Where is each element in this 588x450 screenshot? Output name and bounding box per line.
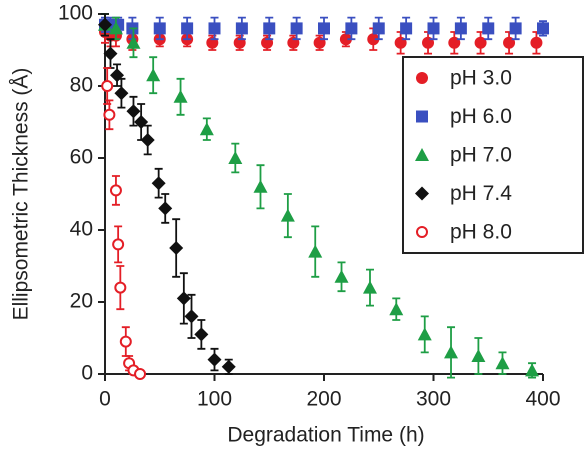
y-tick-label: 100: [58, 2, 93, 25]
point: [126, 104, 141, 119]
point: [208, 22, 221, 35]
y-axis-label: Ellipsometric Thickness (Å): [10, 68, 33, 321]
point: [290, 22, 303, 35]
x-tick-label: 0: [99, 388, 111, 411]
point: [181, 22, 194, 35]
point: [146, 68, 161, 82]
point: [112, 238, 125, 251]
point: [98, 17, 112, 32]
point: [119, 335, 132, 348]
point: [235, 22, 248, 35]
point: [221, 359, 236, 374]
point: [525, 363, 540, 377]
point: [134, 115, 149, 129]
point: [194, 327, 209, 342]
point: [339, 33, 352, 46]
x-tick-label: 300: [416, 388, 451, 411]
legend: pH 3.0 pH 6.0 pH 7.0 pH 7.4 pH 8.0: [402, 56, 584, 254]
point: [253, 179, 268, 193]
point: [495, 356, 510, 370]
point: [126, 35, 141, 49]
y-tick-label: 0: [81, 362, 93, 385]
point: [318, 22, 330, 35]
point: [199, 122, 214, 136]
point: [169, 241, 184, 255]
legend-box: [402, 56, 584, 254]
legend-marker: [416, 72, 428, 84]
point: [103, 46, 118, 61]
series: [101, 67, 147, 380]
legend-marker: [415, 148, 429, 161]
point: [140, 133, 155, 147]
legend-label: pH 6.0: [450, 105, 512, 128]
point: [114, 86, 129, 101]
point: [334, 269, 349, 283]
point: [207, 352, 222, 367]
series: [99, 16, 549, 41]
point: [372, 22, 385, 35]
point: [444, 345, 459, 359]
point: [417, 327, 432, 341]
legend-label: pH 7.0: [450, 144, 512, 167]
point: [176, 291, 191, 306]
x-tick-label: 400: [525, 388, 560, 411]
point: [530, 36, 543, 49]
point: [308, 244, 323, 258]
point: [537, 22, 549, 35]
point: [101, 80, 114, 92]
point: [454, 22, 467, 35]
point: [367, 33, 380, 46]
point: [173, 89, 188, 103]
point: [228, 151, 243, 164]
point: [158, 201, 173, 216]
legend-marker: [416, 110, 428, 123]
point: [108, 21, 123, 35]
y-tick-label: 60: [70, 146, 93, 169]
point: [103, 108, 116, 121]
x-tick-label: 200: [306, 388, 341, 411]
x-axis-label: Degradation Time (h): [227, 424, 424, 447]
point: [109, 184, 122, 197]
point: [114, 281, 127, 294]
point: [471, 349, 486, 362]
y-tick-label: 20: [70, 290, 93, 313]
point: [151, 176, 166, 191]
legend-marker: [416, 226, 428, 238]
point: [389, 302, 404, 316]
legend-label: pH 3.0: [450, 67, 512, 90]
y-tick-label: 40: [70, 218, 93, 241]
point: [263, 22, 276, 35]
point: [134, 368, 147, 380]
point: [280, 208, 295, 222]
point: [184, 309, 199, 324]
y-tick-label: 80: [70, 74, 93, 97]
legend-label: pH 8.0: [450, 221, 512, 244]
legend-marker: [415, 186, 429, 201]
point: [482, 22, 495, 35]
point: [153, 22, 166, 35]
point: [400, 22, 413, 35]
point: [345, 22, 358, 35]
point: [427, 22, 440, 35]
point: [474, 36, 487, 49]
series: [98, 13, 236, 375]
point: [509, 22, 522, 35]
x-tick-label: 100: [197, 388, 232, 411]
legend-label: pH 7.4: [450, 182, 512, 205]
point: [362, 280, 377, 294]
